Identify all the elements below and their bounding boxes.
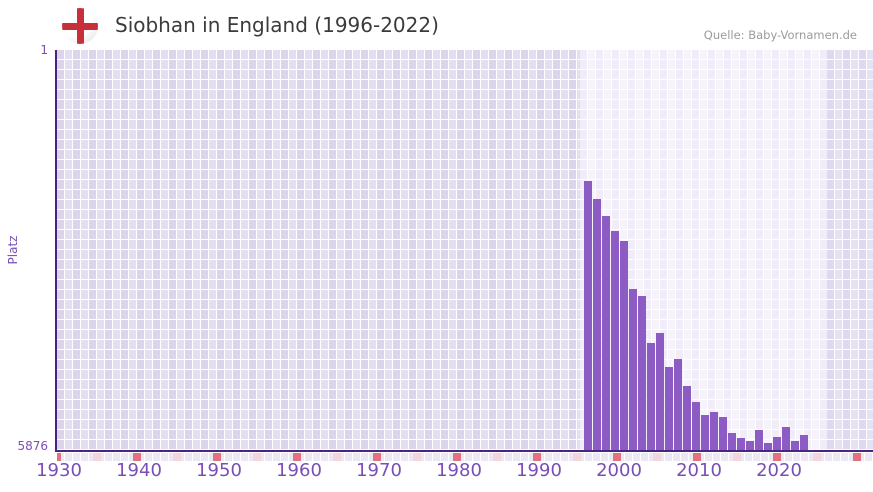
x-tick-1950: 1950 [196,460,242,481]
y-axis-title: Platz [6,235,20,265]
england-flag-icon [62,8,98,44]
x-tick-2000: 2000 [596,460,642,481]
axis-marker-red-1990 [533,453,541,461]
axis-marker-pink-2015 [733,453,741,461]
x-tick-1960: 1960 [276,460,322,481]
bar-1996[interactable] [584,180,592,451]
axis-marker-red-2030 [853,453,861,461]
y-axis-bottom-label: 5876 [17,439,48,453]
x-tick-2010: 2010 [676,460,722,481]
bar-2000[interactable] [620,241,628,451]
bar-2002[interactable] [638,296,646,451]
axis-marker-red-1940 [133,453,141,461]
plot-area [57,50,873,451]
bar-2016[interactable] [764,443,772,451]
bar-2017[interactable] [773,436,781,451]
x-tick-1980: 1980 [436,460,482,481]
flag-cross-vertical [76,8,84,44]
bar-2013[interactable] [737,438,745,451]
bar-2011[interactable] [719,416,727,451]
axis-marker-red-1980 [453,453,461,461]
axis-marker-pink-1965 [333,453,341,461]
x-tick-1970: 1970 [356,460,402,481]
page-title: Siobhan in England (1996-2022) [115,13,439,37]
y-axis-line [55,50,57,452]
x-axis-line [55,450,873,452]
bar-2003[interactable] [647,342,655,451]
bar-2014[interactable] [746,440,754,451]
x-tick-1930: 1930 [36,460,82,481]
bar-1998[interactable] [602,215,610,451]
bar-2020[interactable] [800,434,808,451]
axis-marker-red-1960 [293,453,301,461]
bar-2005[interactable] [665,367,673,451]
bar-2012[interactable] [728,433,736,451]
background-band-after-data [827,50,873,451]
x-tick-2020: 2020 [756,460,802,481]
axis-marker-pink-1985 [493,453,501,461]
axis-marker-red-1970 [373,453,381,461]
axis-marker-pink-2025 [813,453,821,461]
axis-marker-pink-1935 [93,453,101,461]
bar-1999[interactable] [611,231,619,451]
axis-marker-red-2000 [613,453,621,461]
axis-marker-pink-1995 [573,453,581,461]
bar-2015[interactable] [755,430,763,451]
bar-1997[interactable] [593,199,601,451]
axis-marker-red-2010 [693,453,701,461]
x-tick-1990: 1990 [516,460,562,481]
axis-marker-pink-2005 [653,453,661,461]
bar-2019[interactable] [791,441,799,451]
background-band-before-data [57,50,580,451]
bar-2008[interactable] [692,402,700,451]
x-axis-labels: 1930 1940 1950 1960 1970 1980 1990 2000 2010 2020 [36,460,873,486]
axis-marker-red-1930 [57,453,61,461]
source-text: Quelle: Baby-Vornamen.de [703,28,857,42]
bar-2010[interactable] [710,411,718,451]
bar-2018[interactable] [782,427,790,451]
bars-layer [57,50,873,451]
bar-2006[interactable] [674,359,682,451]
bar-2007[interactable] [683,386,691,451]
axis-marker-red-2020 [773,453,781,461]
x-tick-1940: 1940 [116,460,162,481]
bar-2004[interactable] [656,333,664,451]
axis-marker-pink-1955 [253,453,261,461]
axis-marker-red-1950 [213,453,221,461]
bar-2001[interactable] [629,289,637,451]
axis-marker-pink-1975 [413,453,421,461]
bar-2009[interactable] [701,414,709,451]
y-axis-top-label: 1 [40,43,48,57]
axis-marker-strip [57,453,873,461]
axis-marker-pink-1945 [173,453,181,461]
